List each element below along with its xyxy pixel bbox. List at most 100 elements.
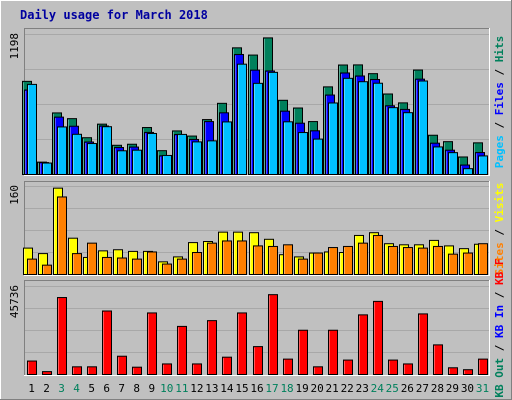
y-max-label: 1198 — [8, 33, 21, 60]
bar-pages — [42, 162, 52, 175]
bar-pages — [132, 149, 142, 176]
bar-kb-f — [283, 358, 293, 375]
x-axis-labels: 1 2 3 4 5 6 7 8 9 10 11 12 13 14 15 16 17 18 19 20 21 22 23 24 2… — [28, 382, 489, 395]
bar-pages — [283, 121, 293, 175]
legend-kb-out: KB Out — [493, 358, 506, 398]
x-tick-label: 5 — [88, 382, 95, 395]
panel-2: 160 Sites / Visits — [8, 181, 506, 276]
bar-kb-f — [478, 358, 488, 375]
bar-sites — [237, 240, 247, 275]
x-tick-label: 23 — [356, 382, 369, 395]
bar-sites — [418, 247, 428, 276]
bar-sites — [478, 243, 488, 275]
x-tick-label: 31 — [476, 382, 489, 395]
bar-pages — [433, 146, 443, 175]
bar-sites — [388, 245, 398, 275]
legend-hits: Hits — [493, 36, 506, 63]
x-tick-label: 4 — [73, 382, 80, 395]
bar-pages — [388, 107, 398, 175]
bar-kb-f — [313, 366, 323, 375]
x-tick-label: 11 — [175, 382, 188, 395]
bar-kb-f — [253, 346, 263, 375]
bar-sites — [328, 247, 338, 276]
legend-kb-in: KB In — [493, 305, 506, 338]
bar-pages — [162, 154, 172, 175]
x-tick-label: 26 — [401, 382, 414, 395]
bar-pages — [448, 152, 458, 175]
bar-sites — [87, 242, 97, 275]
legend-separator: / — [493, 115, 506, 135]
bar-pages — [57, 126, 67, 175]
legend-visits: Visits — [493, 183, 506, 223]
bar-kb-f — [72, 366, 82, 375]
bar-sites — [192, 252, 202, 275]
bar-pages — [117, 150, 127, 176]
bar-kb-f — [268, 294, 278, 375]
bar-kb-f — [192, 363, 202, 376]
legend-pages: Pages — [493, 135, 506, 168]
chart-title: Daily usage for March 2018 — [20, 8, 208, 22]
legend-kb-f: KB F — [493, 258, 506, 285]
x-tick-label: 22 — [341, 382, 354, 395]
x-tick-label: 17 — [265, 382, 278, 395]
bar-pages — [268, 71, 278, 175]
legend-separator: / — [493, 338, 506, 358]
bar-sites — [72, 253, 82, 276]
bar-sites — [463, 252, 473, 276]
bar-sites — [283, 244, 293, 276]
bar-sites — [132, 258, 142, 276]
bar-kb-f — [222, 356, 232, 376]
bar-sites — [448, 253, 458, 275]
x-tick-label: 24 — [371, 382, 385, 395]
bar-sites — [117, 257, 127, 275]
bar-kb-f — [42, 371, 52, 375]
bar-kb-f — [298, 329, 308, 376]
bar-sites — [207, 242, 217, 275]
bar-sites — [102, 256, 112, 276]
bar-kb-f — [27, 360, 37, 376]
legend-separator: / — [493, 222, 506, 242]
x-tick-label: 16 — [250, 382, 263, 395]
x-tick-label: 6 — [103, 382, 110, 395]
x-tick-label: 25 — [386, 382, 399, 395]
x-tick-label: 9 — [148, 382, 155, 395]
bar-sites — [268, 245, 278, 275]
bar-pages — [358, 81, 368, 175]
x-tick-label: 18 — [280, 382, 293, 395]
bar-pages — [478, 155, 488, 176]
x-tick-label: 10 — [160, 382, 173, 395]
bar-sites — [253, 245, 263, 275]
bar-sites — [433, 245, 443, 275]
x-tick-label: 29 — [446, 382, 459, 395]
x-tick-label: 30 — [461, 382, 474, 395]
bar-sites — [358, 242, 368, 275]
bar-pages — [207, 140, 217, 175]
bar-kb-f — [132, 366, 142, 376]
bar-sites — [147, 251, 157, 275]
x-tick-label: 12 — [190, 382, 203, 395]
legend-panel-2: Sites / Visits — [493, 183, 506, 276]
bar-kb-f — [57, 297, 67, 375]
bar-kb-f — [388, 359, 398, 376]
bar-kb-f — [328, 329, 338, 376]
x-tick-label: 3 — [58, 382, 65, 395]
bar-kb-f — [373, 300, 383, 376]
bar-pages — [403, 112, 413, 175]
bar-pages — [298, 132, 308, 175]
panel-1: 1198 Pages / Files / Hits — [8, 28, 506, 176]
x-tick-label: 20 — [311, 382, 324, 395]
legend-files: Files — [493, 82, 506, 115]
bar-pages — [373, 82, 383, 175]
y-max-label: 45736 — [8, 285, 21, 318]
legend-separator: / — [493, 285, 506, 305]
bar-sites — [222, 240, 232, 275]
bar-kb-f — [87, 366, 97, 375]
bar-kb-f — [237, 312, 247, 376]
legend-sites: Sites — [493, 242, 506, 275]
bar-kb-f — [102, 310, 112, 375]
bar-pages — [253, 82, 263, 175]
bar-sites — [313, 252, 323, 276]
bar-kb-f — [117, 355, 127, 376]
bar-sites — [403, 247, 413, 276]
